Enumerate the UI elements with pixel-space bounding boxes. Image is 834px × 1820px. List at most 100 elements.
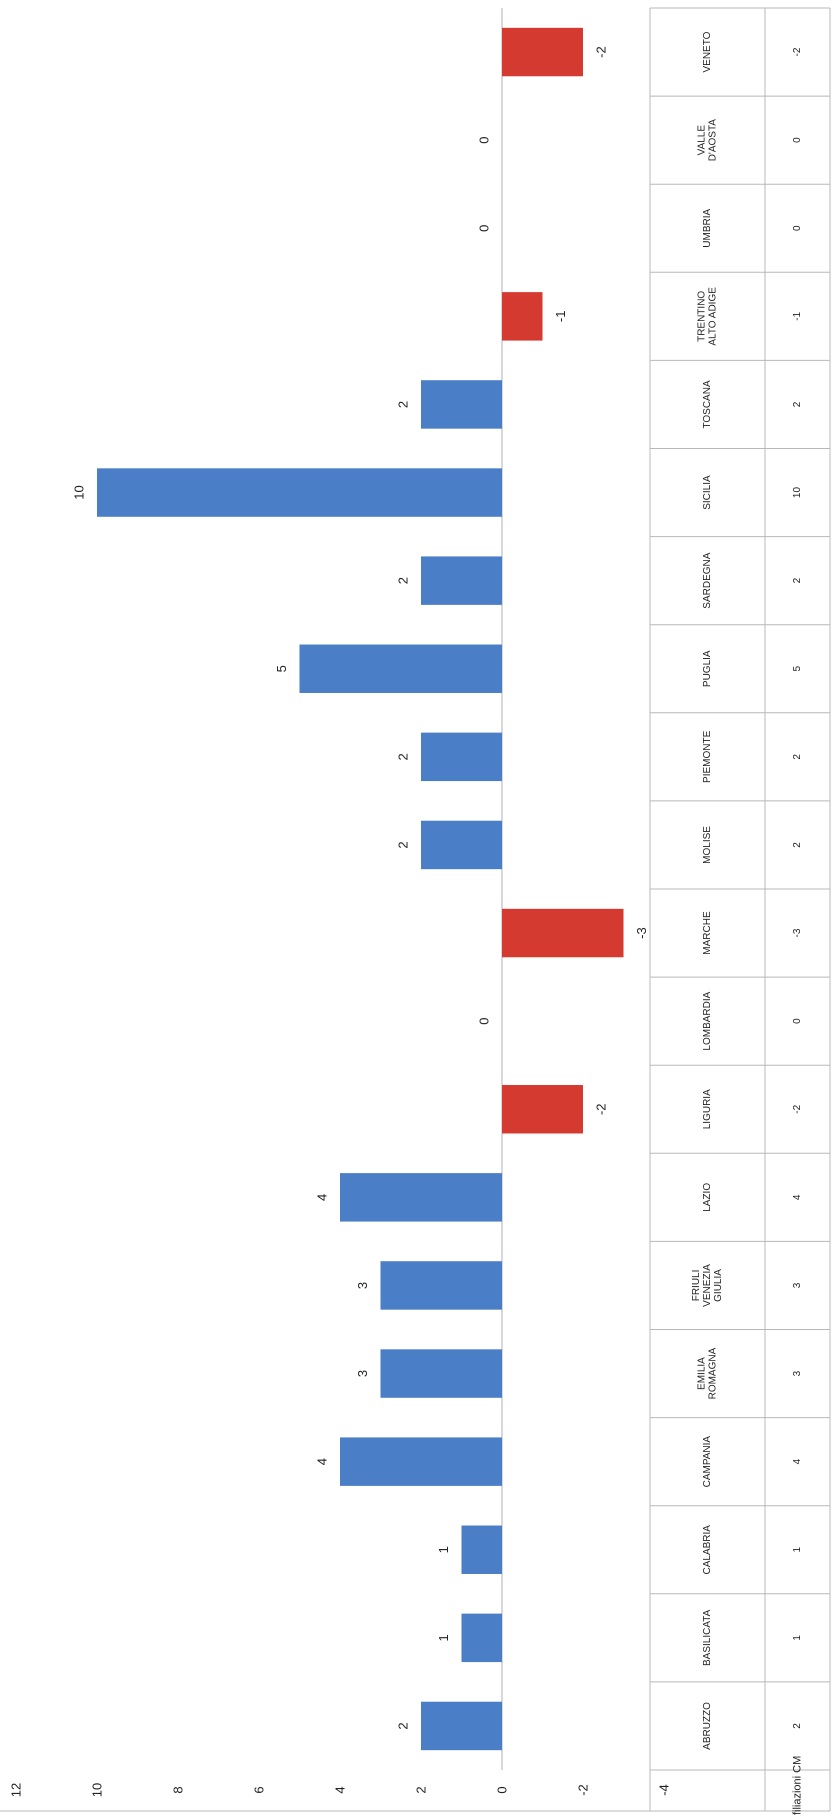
category-label-line: CAMPANIA bbox=[702, 1436, 713, 1488]
y-tick-label: 0 bbox=[495, 1786, 510, 1793]
data-label: 0 bbox=[477, 137, 492, 144]
table-value: 5 bbox=[792, 666, 803, 672]
table-row-label: Affiliazioni CM bbox=[792, 1756, 804, 1815]
category-label: SARDEGNA bbox=[702, 552, 713, 608]
table-value: -2 bbox=[792, 47, 803, 56]
data-label: 2 bbox=[396, 1722, 411, 1729]
bar bbox=[502, 292, 543, 341]
data-label: 2 bbox=[396, 401, 411, 408]
bar bbox=[340, 1173, 502, 1222]
bar bbox=[299, 644, 502, 693]
data-label: 1 bbox=[436, 1634, 451, 1641]
category-label: SICILIA bbox=[702, 475, 713, 510]
category-label-line: D'AOSTA bbox=[708, 119, 719, 162]
category-label: UMBRIA bbox=[702, 208, 713, 247]
table-value: 2 bbox=[792, 577, 803, 583]
data-label: 5 bbox=[274, 665, 289, 672]
bar bbox=[461, 1525, 502, 1574]
category-label-line: SICILIA bbox=[702, 475, 713, 510]
category-label-line: CALABRIA bbox=[702, 1525, 713, 1575]
y-tick-label: 10 bbox=[90, 1783, 105, 1797]
category-label-line: EMILIA bbox=[697, 1357, 708, 1390]
data-label: 10 bbox=[72, 485, 87, 499]
category-label: BASILICATA bbox=[702, 1609, 713, 1666]
table-value: 0 bbox=[792, 225, 803, 231]
y-tick-label: 6 bbox=[252, 1786, 267, 1793]
y-axis: 12 10 8 6 4 2 0 -2 -4 bbox=[9, 1783, 672, 1797]
category-label-line: LAZIO bbox=[702, 1183, 713, 1212]
table-value: 1 bbox=[792, 1635, 803, 1641]
table-value: 2 bbox=[792, 754, 803, 760]
y-tick-label: 4 bbox=[333, 1786, 348, 1793]
data-label: 4 bbox=[315, 1458, 330, 1465]
category-label-line: PIEMONTE bbox=[702, 730, 713, 783]
data-label: 2 bbox=[396, 577, 411, 584]
table-value: 4 bbox=[792, 1194, 803, 1200]
category-label-line: ABRUZZO bbox=[702, 1702, 713, 1750]
bar bbox=[502, 27, 583, 77]
bar bbox=[461, 1613, 502, 1663]
category-label-line: LOMBARDIA bbox=[702, 991, 713, 1050]
table-value: 1 bbox=[792, 1547, 803, 1553]
bar bbox=[97, 468, 502, 517]
category-label: MARCHE bbox=[702, 911, 713, 955]
table-value: 0 bbox=[792, 1018, 803, 1024]
category-label-line: MARCHE bbox=[702, 911, 713, 955]
category-label-line: VALLE bbox=[697, 125, 708, 156]
table-value: -3 bbox=[792, 928, 803, 937]
category-label: MOLISE bbox=[702, 826, 713, 864]
bar bbox=[340, 1437, 502, 1486]
category-label-line: BASILICATA bbox=[702, 1609, 713, 1666]
data-label: 1 bbox=[436, 1546, 451, 1553]
data-label: 3 bbox=[355, 1370, 370, 1377]
category-label: CALABRIA bbox=[702, 1525, 713, 1575]
table-value: 2 bbox=[792, 401, 803, 407]
bar bbox=[421, 820, 502, 870]
category-label: PIEMONTE bbox=[702, 730, 713, 783]
table-value: 10 bbox=[792, 487, 803, 499]
category-label: TRENTINO ALTO ADIGE bbox=[697, 287, 719, 346]
category-label: ABRUZZO bbox=[702, 1702, 713, 1750]
y-tick-label: 8 bbox=[171, 1786, 186, 1793]
table-value: 3 bbox=[792, 1282, 803, 1288]
data-label: 2 bbox=[396, 841, 411, 848]
bar bbox=[502, 1085, 583, 1134]
table-value: 2 bbox=[792, 842, 803, 848]
category-label: EMILIA ROMAGNA bbox=[697, 1347, 719, 1399]
category-label: LAZIO bbox=[702, 1183, 713, 1212]
data-label: -2 bbox=[594, 46, 609, 58]
data-label: 0 bbox=[477, 225, 492, 232]
category-label-line: MOLISE bbox=[702, 826, 713, 864]
category-label: LOMBARDIA bbox=[702, 991, 713, 1050]
y-tick-label: -4 bbox=[657, 1784, 672, 1796]
category-label-line: SARDEGNA bbox=[702, 552, 713, 608]
category-label-line: TRENTINO bbox=[697, 291, 708, 342]
y-tick-label: -2 bbox=[576, 1784, 591, 1796]
category-label-line: GIULIA bbox=[713, 1269, 724, 1302]
category-label-line: ALTO ADIGE bbox=[708, 287, 719, 346]
bar bbox=[380, 1261, 502, 1310]
category-label-line: VENEZIA bbox=[702, 1264, 713, 1307]
category-label-line: TOSCANA bbox=[702, 380, 713, 428]
category-label: FRIULI VENEZIA GIULIA bbox=[691, 1264, 724, 1307]
table-value: 4 bbox=[792, 1458, 803, 1464]
category-label-line: FRIULI bbox=[691, 1270, 702, 1302]
data-label: -1 bbox=[553, 311, 568, 323]
category-label: VENETO bbox=[702, 31, 713, 72]
bar bbox=[380, 1349, 502, 1398]
y-tick-label: 12 bbox=[9, 1783, 24, 1797]
y-tick-label: 2 bbox=[414, 1786, 429, 1793]
data-label: 0 bbox=[477, 1018, 492, 1025]
data-labels: 2 1 1 4 3 3 4 -2 0 -3 2 2 5 2 10 2 -1 0 0 -2 bbox=[72, 46, 650, 1729]
data-label: -3 bbox=[634, 927, 649, 939]
category-label: CAMPANIA bbox=[702, 1436, 713, 1488]
data-table: ABRUZZO BASILICATA CALABRIA CAMPANIA EMILIA R… bbox=[0, 7, 831, 1820]
bar bbox=[421, 1701, 502, 1751]
table-value: 0 bbox=[792, 137, 803, 143]
category-label: LIGURIA bbox=[702, 1089, 713, 1129]
category-label: TOSCANA bbox=[702, 380, 713, 428]
category-label-line: ROMAGNA bbox=[708, 1347, 719, 1399]
table-value: 3 bbox=[792, 1370, 803, 1376]
